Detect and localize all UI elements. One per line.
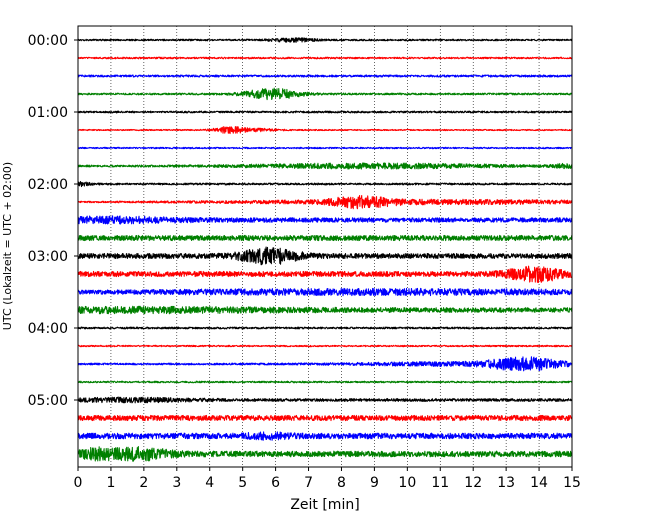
x-axis: 0 1 2 3 4 5 6 7 8 9 10 11 12 13 14 15 — [74, 467, 581, 491]
x-tick-label-11: 11 — [431, 475, 449, 491]
trace-8 — [77, 181, 573, 188]
trace-6 — [77, 146, 573, 150]
x-axis-label: Zeit [min] — [290, 497, 359, 513]
trace-10 — [77, 215, 573, 225]
x-tick-label-5: 5 — [238, 475, 247, 491]
trace-5 — [77, 126, 573, 135]
trace-7 — [77, 162, 573, 170]
trace-0 — [77, 37, 573, 43]
x-tick-label-13: 13 — [497, 475, 515, 491]
y-tick-label-3: 03:00 — [28, 249, 68, 265]
trace-group — [77, 37, 573, 463]
x-tick-label-3: 3 — [172, 475, 181, 491]
x-tick-label-1: 1 — [106, 475, 115, 491]
trace-3 — [77, 87, 573, 101]
trace-1 — [77, 56, 573, 60]
trace-16 — [77, 326, 573, 330]
x-tick-label-6: 6 — [271, 475, 280, 491]
trace-18 — [77, 356, 573, 372]
trace-13 — [77, 265, 573, 283]
y-tick-label-0: 00:00 — [28, 33, 68, 49]
trace-14 — [77, 287, 573, 297]
trace-20 — [77, 396, 573, 404]
y-tick-label-1: 01:00 — [28, 105, 68, 121]
x-tick-label-14: 14 — [530, 475, 548, 491]
x-tick-label-9: 9 — [370, 475, 379, 491]
x-tick-label-0: 0 — [74, 475, 83, 491]
x-tick-label-8: 8 — [337, 475, 346, 491]
x-tick-label-12: 12 — [464, 475, 482, 491]
trace-9 — [77, 194, 573, 210]
trace-2 — [77, 74, 573, 78]
trace-4 — [77, 110, 573, 114]
y-axis-label: UTC (Lokalzeit = UTC + 02:00) — [1, 162, 14, 330]
plot-border — [77, 25, 573, 468]
trace-15 — [77, 305, 573, 315]
x-tick-label-2: 2 — [139, 475, 148, 491]
x-tick-label-4: 4 — [205, 475, 214, 491]
plot-area — [78, 26, 572, 467]
trace-17 — [77, 344, 573, 348]
y-tick-label-4: 04:00 — [28, 321, 68, 337]
trace-12 — [77, 246, 573, 266]
y-axis: 00:00 01:00 02:00 03:00 04:00 05:00 — [28, 33, 78, 409]
trace-21 — [77, 414, 573, 422]
trace-22 — [77, 431, 573, 441]
x-tick-label-15: 15 — [563, 475, 581, 491]
x-tick-label-7: 7 — [304, 475, 313, 491]
trace-11 — [77, 234, 573, 242]
x-tick-label-10: 10 — [398, 475, 416, 491]
trace-19 — [77, 380, 573, 384]
y-tick-label-2: 02:00 — [28, 177, 68, 193]
trace-23 — [77, 445, 573, 463]
y-tick-label-5: 05:00 — [28, 393, 68, 409]
